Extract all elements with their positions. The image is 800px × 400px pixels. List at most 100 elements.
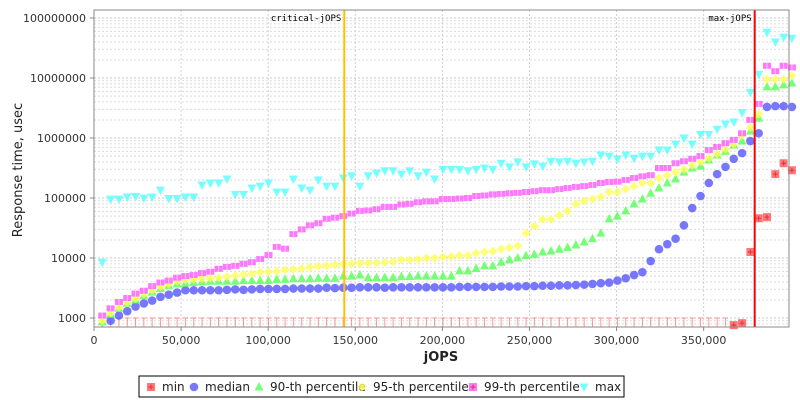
annotation-label: max-jOPS xyxy=(708,14,751,24)
data-point-below-range xyxy=(199,317,205,327)
data-point xyxy=(737,148,747,158)
data-point xyxy=(679,221,689,230)
data-point xyxy=(538,246,548,256)
data-point-below-range xyxy=(664,317,670,327)
data-point xyxy=(355,282,365,292)
data-point xyxy=(604,278,614,287)
data-point xyxy=(205,273,215,283)
data-point xyxy=(106,316,115,326)
data-point xyxy=(197,181,207,190)
data-point xyxy=(405,271,415,281)
data-point xyxy=(687,203,697,213)
x-tick-label: 250,000 xyxy=(507,334,553,347)
data-point xyxy=(504,254,514,264)
series-90-th-percentile xyxy=(97,78,797,326)
data-point xyxy=(338,174,348,184)
data-point xyxy=(762,74,772,84)
data-point xyxy=(671,140,681,150)
data-point xyxy=(720,120,730,130)
data-point xyxy=(638,267,647,277)
data-point xyxy=(230,276,240,285)
data-point xyxy=(413,172,423,181)
data-point xyxy=(380,283,390,292)
data-point xyxy=(696,191,705,201)
data-point xyxy=(263,179,273,188)
data-point xyxy=(288,273,298,283)
data-point-below-range xyxy=(274,317,280,327)
data-point-below-range xyxy=(473,317,479,327)
data-point xyxy=(538,162,548,172)
data-point xyxy=(779,79,789,89)
data-point xyxy=(546,214,556,224)
data-point xyxy=(521,250,531,260)
data-point-below-range xyxy=(590,317,596,327)
data-point-below-range xyxy=(141,317,147,327)
data-point xyxy=(737,136,747,145)
legend: min median 90-th percentile 95-th percentil… xyxy=(138,375,625,398)
data-point xyxy=(338,283,348,292)
data-point xyxy=(704,153,714,163)
data-point-below-range xyxy=(515,317,521,327)
data-point-below-range xyxy=(241,317,247,327)
data-point xyxy=(297,263,307,273)
data-point xyxy=(687,140,697,150)
data-point-below-range xyxy=(373,317,379,327)
data-point-plus xyxy=(747,249,753,255)
data-point xyxy=(313,176,323,185)
data-point xyxy=(629,198,639,208)
data-point-below-range xyxy=(706,317,712,327)
data-point xyxy=(596,151,606,161)
data-point xyxy=(239,190,249,200)
data-point xyxy=(347,259,357,269)
data-point-plus xyxy=(789,167,795,173)
data-point xyxy=(612,211,622,220)
data-point-below-range xyxy=(149,317,155,327)
data-point xyxy=(480,247,490,257)
data-point xyxy=(629,154,639,164)
data-point xyxy=(505,282,514,291)
data-point xyxy=(563,242,573,251)
data-point xyxy=(671,234,680,243)
data-point xyxy=(405,282,415,292)
data-point xyxy=(546,157,556,167)
data-point xyxy=(155,186,165,196)
data-point xyxy=(496,159,506,169)
legend-label: median xyxy=(205,380,250,394)
data-point xyxy=(571,280,581,290)
data-point-below-range xyxy=(307,317,313,327)
legend-label: 95-th percentile xyxy=(373,380,469,394)
data-point xyxy=(588,279,597,289)
data-point xyxy=(272,266,282,276)
data-point xyxy=(430,253,440,263)
data-point xyxy=(737,109,747,118)
data-point xyxy=(596,228,606,237)
data-point xyxy=(712,149,722,159)
y-tick-label: 100000 xyxy=(44,192,86,205)
data-point xyxy=(455,265,465,275)
data-point xyxy=(612,155,622,164)
data-point xyxy=(122,193,132,202)
legend-label: min xyxy=(162,380,185,394)
data-point xyxy=(380,272,390,282)
data-point xyxy=(388,272,398,282)
data-point xyxy=(687,160,697,170)
data-point-plus xyxy=(756,215,762,221)
legend-swatch-icon-plus xyxy=(148,384,154,390)
data-point-below-range xyxy=(498,317,504,327)
data-point xyxy=(139,299,149,308)
data-point-below-range xyxy=(614,317,620,327)
data-point xyxy=(770,74,780,84)
data-point xyxy=(355,270,365,279)
data-point xyxy=(397,282,406,292)
data-point xyxy=(771,101,780,111)
data-point-plus xyxy=(772,171,778,177)
data-point-below-range xyxy=(332,317,338,327)
data-point xyxy=(164,195,174,204)
data-point xyxy=(571,199,581,209)
data-point xyxy=(671,174,681,183)
data-point xyxy=(662,239,672,249)
data-point xyxy=(488,282,498,292)
data-point-below-range xyxy=(365,317,371,327)
data-point xyxy=(189,193,199,202)
data-point xyxy=(455,251,465,261)
